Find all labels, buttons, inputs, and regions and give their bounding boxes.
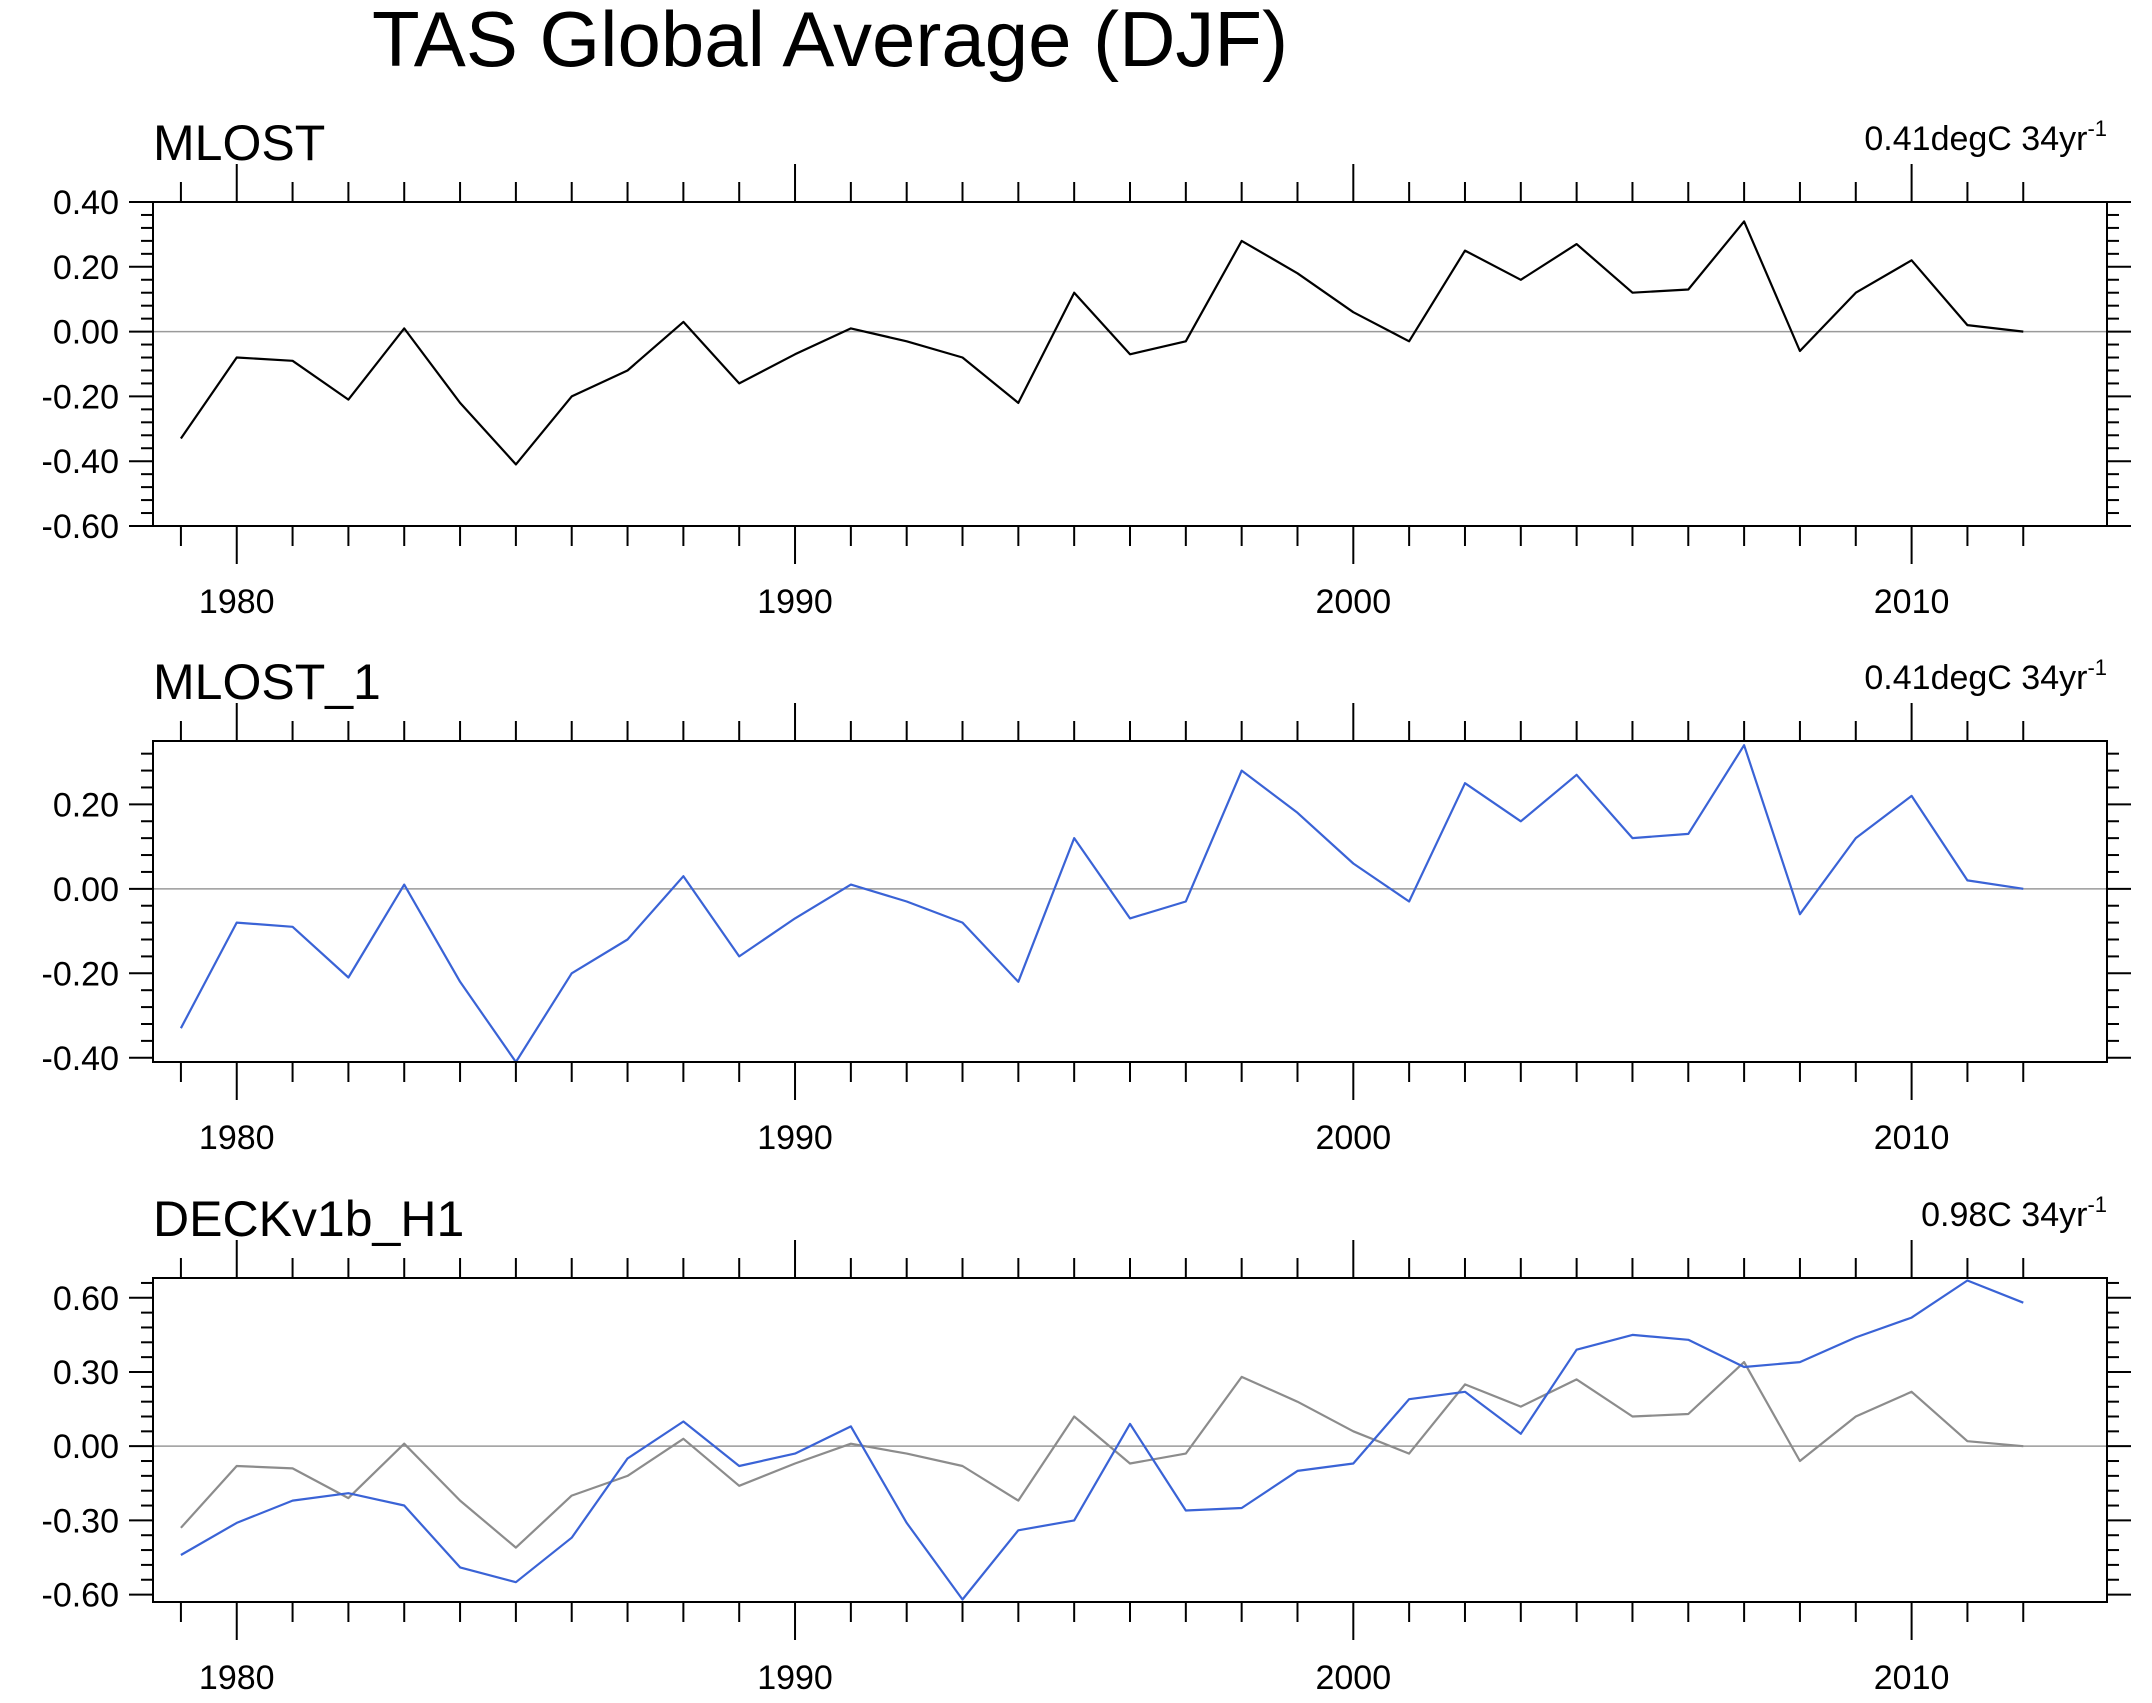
x-tick-label: 2000 bbox=[1315, 583, 1391, 621]
trend-value: 0.41degC 34yr bbox=[1864, 120, 2087, 158]
x-tick-label: 1980 bbox=[199, 1119, 275, 1157]
y-tick-label: 0.20 bbox=[53, 786, 119, 824]
series-line-mlost bbox=[180, 1360, 2024, 1549]
trend-exponent: -1 bbox=[2087, 655, 2107, 680]
trend-exponent: -1 bbox=[2087, 116, 2107, 141]
plot-frame bbox=[152, 201, 2108, 527]
trend-value: 0.98C 34yr bbox=[1921, 1196, 2087, 1234]
plot-frame bbox=[152, 1277, 2108, 1603]
y-tick-label: 0.40 bbox=[53, 184, 119, 222]
y-tick-label: -0.60 bbox=[42, 1577, 120, 1615]
panel-3: DECKv1b_H1 0.98C 34yr-1 -0.60 -0.30 0.00 0.30… bbox=[42, 1191, 2131, 1697]
x-tick-label: 1990 bbox=[757, 1119, 833, 1157]
panel-title: MLOST bbox=[153, 115, 325, 171]
panel-2: MLOST_1 0.41degC 34yr-1 -0.40 -0.20 0.00 0.20… bbox=[42, 654, 2131, 1157]
x-tick-label: 1980 bbox=[199, 1659, 275, 1697]
x-tick-label: 1990 bbox=[757, 1659, 833, 1697]
y-tick-label: 0.30 bbox=[53, 1354, 119, 1392]
y-tick-label: -0.40 bbox=[42, 1040, 120, 1078]
panel-title: DECKv1b_H1 bbox=[153, 1191, 464, 1247]
trend-label: 0.98C 34yr-1 bbox=[1921, 1192, 2107, 1234]
y-tick-label: -0.30 bbox=[42, 1502, 120, 1540]
series-line-mlost-1 bbox=[179, 744, 2024, 1064]
y-tick-label: 0.20 bbox=[53, 249, 119, 287]
y-tick-label: 0.60 bbox=[53, 1280, 119, 1318]
x-tick-label: 1990 bbox=[757, 583, 833, 621]
y-tick-label: 0.00 bbox=[53, 871, 119, 909]
figure-title: TAS Global Average (DJF) bbox=[372, 0, 1288, 83]
y-tick-label: -0.40 bbox=[42, 443, 120, 481]
y-tick-label: -0.60 bbox=[42, 508, 120, 546]
trend-label: 0.41degC 34yr-1 bbox=[1864, 116, 2107, 158]
y-tick-label: 0.00 bbox=[53, 314, 119, 352]
trend-value: 0.41degC 34yr bbox=[1864, 659, 2087, 697]
trend-exponent: -1 bbox=[2087, 1192, 2107, 1217]
x-tick-label: 1980 bbox=[199, 583, 275, 621]
panel-title: MLOST_1 bbox=[153, 654, 381, 710]
y-tick-label: 0.00 bbox=[53, 1428, 119, 1466]
x-tick-label: 2010 bbox=[1874, 1119, 1950, 1157]
y-tick-label: -0.20 bbox=[42, 955, 120, 993]
series-line-deckv1b-h1 bbox=[180, 1279, 2024, 1601]
x-tick-label: 2010 bbox=[1874, 1659, 1950, 1697]
x-tick-label: 2000 bbox=[1315, 1659, 1391, 1697]
plot-frame bbox=[152, 740, 2108, 1063]
x-tick-label: 2000 bbox=[1315, 1119, 1391, 1157]
y-tick-label: -0.20 bbox=[42, 378, 120, 416]
series-line-mlost bbox=[179, 220, 2024, 466]
x-tick-label: 2010 bbox=[1874, 583, 1950, 621]
panel-1: MLOST 0.41degC 34yr-1 -0.60 -0.40 -0.20 0.00 0… bbox=[42, 115, 2131, 621]
trend-label: 0.41degC 34yr-1 bbox=[1864, 655, 2107, 697]
